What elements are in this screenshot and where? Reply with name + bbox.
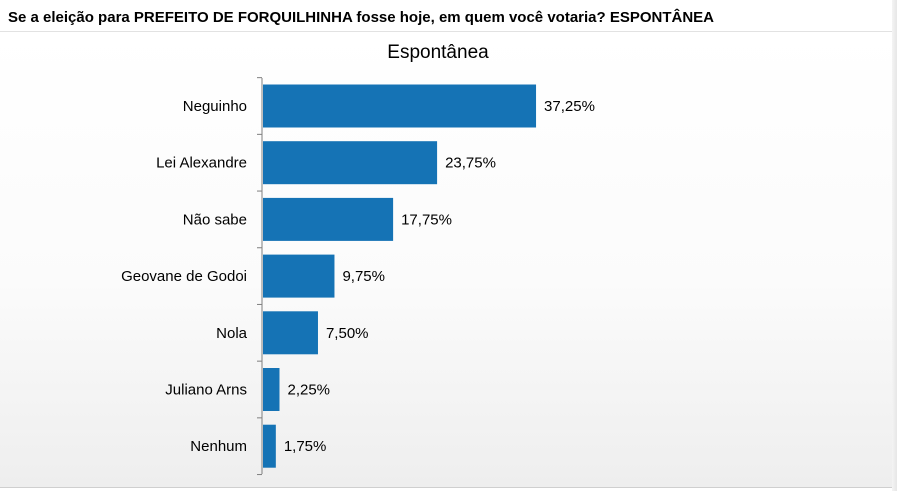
bar-3 — [263, 254, 335, 298]
category-label: Nola — [216, 325, 248, 342]
bottom-divider — [0, 487, 897, 488]
bar-4 — [263, 311, 318, 355]
bars-group: Neguinho 37,25% Lei Alexandre 23,75% Não sab… — [121, 77, 595, 476]
category-label: Neguinho — [183, 98, 247, 115]
value-label: 7,50% — [326, 325, 369, 342]
category-label: Nenhum — [190, 438, 247, 455]
right-edge-shade — [892, 0, 897, 491]
value-label: 2,25% — [287, 382, 330, 399]
value-label: 9,75% — [342, 268, 385, 285]
bar-2 — [263, 197, 394, 241]
value-label: 17,75% — [401, 211, 452, 228]
category-label: Não sabe — [183, 211, 247, 228]
value-label: 1,75% — [284, 438, 327, 455]
category-label: Geovane de Godoi — [121, 268, 247, 285]
value-label: 37,25% — [544, 98, 595, 115]
value-label: 23,75% — [445, 155, 496, 172]
category-label: Lei Alexandre — [156, 155, 247, 172]
bar-0 — [263, 84, 537, 128]
bar-5 — [263, 368, 280, 411]
question-title: Se a eleição para PREFEITO DE FORQUILHIN… — [8, 9, 715, 26]
category-label: Juliano Arns — [165, 382, 247, 399]
bar-6 — [263, 424, 276, 468]
chart-title: Espontânea — [387, 42, 489, 63]
bar-1 — [263, 141, 438, 185]
